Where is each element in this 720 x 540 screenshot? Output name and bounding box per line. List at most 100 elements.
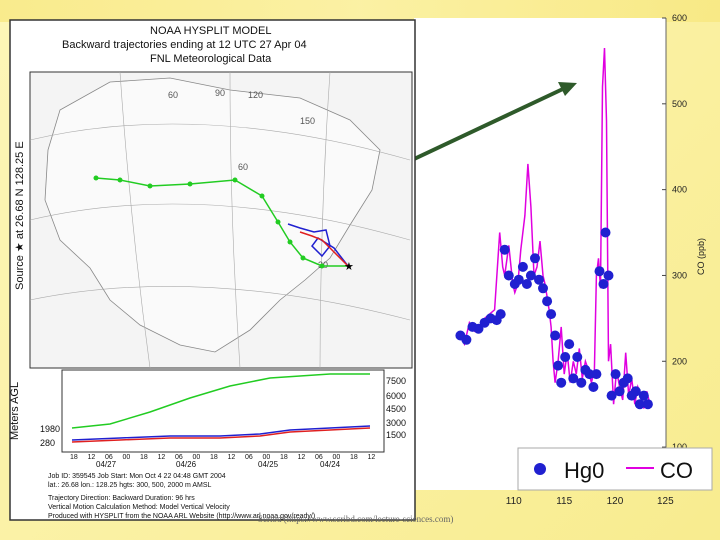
highlight-arrow-head <box>558 82 577 96</box>
hg0-point-44 <box>638 390 649 401</box>
hg0-point-27 <box>576 377 587 388</box>
highlight-arrow <box>394 86 566 170</box>
slide-top-stripe <box>0 0 720 22</box>
height-trace-red <box>71 427 371 443</box>
time-tick-10: 06 <box>245 454 253 461</box>
hg0-point-32 <box>594 266 605 277</box>
hg0-point-18 <box>542 296 553 307</box>
time-tick-0: 18 <box>70 454 78 461</box>
map-label-1: 60 <box>168 90 178 100</box>
hg0-point-7 <box>495 309 506 320</box>
date-tick-4: 04/24 <box>320 460 341 469</box>
hg0-point-22 <box>556 377 567 388</box>
x-tick-label-110: 110 <box>506 496 522 507</box>
time-tick-5: 12 <box>158 454 166 461</box>
hg0-point-35 <box>603 270 614 281</box>
hg0-point-37 <box>610 369 621 380</box>
hg0-point-20 <box>550 330 561 341</box>
date-tick-1: 04/27 <box>96 460 117 469</box>
hg0-point-15 <box>530 253 540 264</box>
height-tick-1500: 1500 <box>386 430 406 440</box>
hg0-point-17 <box>538 283 548 294</box>
hg0-point-23 <box>560 352 571 362</box>
hg0-point-34 <box>600 227 611 238</box>
x-tick-label-115: 115 <box>556 496 572 507</box>
date-tick-2: 04/26 <box>176 460 197 469</box>
map-label-3: 90 <box>215 88 225 98</box>
hg0-point-26 <box>572 352 583 362</box>
legend-hg0-label: Hg0 <box>564 458 604 483</box>
hysplit-source-label: Source ★ at 26.68 N 128.25 E <box>14 141 26 290</box>
hysplit-map-landmass <box>44 77 381 353</box>
hg0-point-36 <box>606 390 617 401</box>
main-chart-plot-area <box>414 18 666 490</box>
time-tick-17: 12 <box>368 454 376 461</box>
hg0-point-19 <box>546 309 557 320</box>
main-chart-x-ticks: 110 115 120 125 <box>506 496 674 507</box>
hg0-point-21 <box>553 360 564 371</box>
series-co-line <box>458 47 651 409</box>
hg0-point-3 <box>473 323 484 334</box>
trajectory-green-points <box>93 175 325 269</box>
start-height-280: 280 <box>40 438 55 448</box>
map-label-5: 60 <box>238 162 248 172</box>
time-tick-14: 06 <box>315 454 323 461</box>
height-trace-green <box>71 373 370 429</box>
time-tick-7: 00 <box>193 454 201 461</box>
y-tick-label-600: 600 <box>672 13 687 23</box>
time-tick-4: 18 <box>140 454 148 461</box>
height-axis-label: Meters AGL <box>9 382 21 440</box>
watermark: Scribd (https://www.scribd.com/lecture-s… <box>258 514 454 524</box>
height-tick-3000: 3000 <box>386 418 406 428</box>
footer-line4: Vertical Motion Calculation Method: Mode… <box>48 504 230 511</box>
main-chart-y-ticks: 100 200 300 400 500 600 <box>662 13 687 452</box>
hg0-point-16 <box>534 274 544 285</box>
height-time-ticks: 18 12 06 00 18 12 06 00 18 12 06 00 18 12 06 00 18 12 <box>70 454 375 461</box>
height-date-ticks: 04/27 04/26 04/25 04/24 <box>96 460 341 469</box>
hg0-point-29 <box>584 369 595 380</box>
hg0-point-24 <box>564 339 575 350</box>
y-tick-label-300: 300 <box>672 270 687 280</box>
hg0-point-40 <box>622 373 633 384</box>
start-height-1980: 1980 <box>40 424 60 434</box>
footer-line3: Trajectory Direction: Backward Duration:… <box>48 495 195 502</box>
hg0-point-30 <box>588 382 599 392</box>
time-tick-6: 06 <box>175 454 183 461</box>
legend-co-label: CO <box>660 458 693 483</box>
hysplit-title-line3: FNL Meteorological Data <box>150 53 272 65</box>
source-star: ★ <box>344 261 354 273</box>
footer-line5: Produced with HYSPLIT from the NOAA ARL … <box>48 513 315 520</box>
hg0-point-8 <box>499 244 510 255</box>
trajectory-red <box>299 231 349 267</box>
hg0-point-45 <box>642 399 653 410</box>
hg0-point-33 <box>598 279 609 289</box>
hg0-point-11 <box>513 274 524 285</box>
legend-hg0-marker <box>534 463 546 475</box>
hysplit-title-line1: NOAA HYSPLIT MODEL <box>150 25 271 37</box>
x-tick-label-125: 125 <box>657 496 674 507</box>
main-chart-series <box>455 47 653 410</box>
map-label-4: 150 <box>300 116 315 126</box>
hg0-point-1 <box>461 334 472 345</box>
main-chart-y-axis-label: CO (ppb) <box>696 238 706 275</box>
time-tick-13: 12 <box>298 454 306 461</box>
y-tick-label-200: 200 <box>672 356 687 366</box>
time-tick-15: 00 <box>333 454 341 461</box>
date-tick-3: 04/25 <box>258 460 279 469</box>
hg0-point-38 <box>614 386 625 397</box>
hg0-point-31 <box>591 369 602 380</box>
footer-line1: Job ID: 359545 Job Start: Mon Oct 4 22 0… <box>48 473 226 480</box>
height-tick-4500: 4500 <box>386 404 406 414</box>
footer-line2: lat.: 26.68 lon.: 128.25 hgts: 300, 500,… <box>48 482 212 489</box>
y-tick-label-400: 400 <box>672 185 687 195</box>
time-tick-12: 18 <box>280 454 288 461</box>
hysplit-footer: Job ID: 359545 Job Start: Mon Oct 4 22 0… <box>48 473 315 520</box>
hg0-point-13 <box>521 279 532 289</box>
height-trace-blue <box>71 425 371 441</box>
hg0-point-25 <box>568 373 579 384</box>
time-tick-11: 00 <box>263 454 271 461</box>
time-tick-2: 06 <box>105 454 113 461</box>
height-ticks: 7500 6000 4500 3000 1500 <box>386 376 406 440</box>
hysplit-title-line2: Backward trajectories ending at 12 UTC 2… <box>62 39 307 51</box>
